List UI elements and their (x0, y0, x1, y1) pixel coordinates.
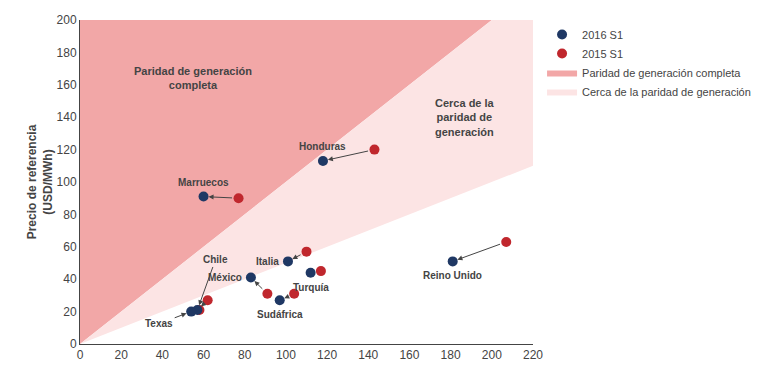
svg-text:0: 0 (77, 348, 84, 362)
svg-text:100: 100 (276, 348, 296, 362)
svg-text:220: 220 (523, 348, 543, 362)
svg-text:Sudáfrica: Sudáfrica (257, 309, 303, 320)
svg-text:140: 140 (57, 110, 77, 124)
svg-text:20: 20 (63, 305, 77, 319)
svg-text:Texas: Texas (145, 318, 173, 329)
svg-text:160: 160 (399, 348, 419, 362)
svg-text:0: 0 (70, 337, 77, 351)
svg-text:Paridad de generacióncompleta: Paridad de generacióncompleta (134, 65, 252, 91)
svg-text:100: 100 (57, 175, 77, 189)
svg-text:Paridad de generación completa: Paridad de generación completa (582, 67, 741, 79)
svg-text:20: 20 (115, 348, 129, 362)
svg-text:40: 40 (63, 272, 77, 286)
svg-text:160: 160 (57, 78, 77, 92)
svg-text:120: 120 (57, 143, 77, 157)
svg-text:2015 S1: 2015 S1 (582, 48, 623, 60)
svg-text:180: 180 (57, 46, 77, 60)
svg-text:120: 120 (317, 348, 337, 362)
svg-text:2016 S1: 2016 S1 (582, 29, 623, 41)
svg-text:Chile: Chile (203, 254, 228, 265)
svg-text:Reino Unido: Reino Unido (423, 270, 482, 281)
svg-text:60: 60 (197, 348, 211, 362)
svg-text:Cerca de laparidad degeneració: Cerca de laparidad degeneración (435, 97, 495, 138)
svg-text:Italia: Italia (256, 256, 279, 267)
svg-text:Turquía: Turquía (293, 282, 329, 293)
svg-text:Marruecos: Marruecos (178, 177, 229, 188)
svg-text:Cerca de la paridad de generac: Cerca de la paridad de generación (582, 86, 751, 98)
svg-text:60: 60 (63, 240, 77, 254)
svg-text:200: 200 (57, 13, 77, 27)
svg-text:200: 200 (482, 348, 502, 362)
svg-text:80: 80 (63, 208, 77, 222)
svg-text:Precio de referencia(USD/MWh): Precio de referencia(USD/MWh) (25, 124, 55, 239)
svg-text:México: México (208, 272, 242, 283)
svg-text:180: 180 (441, 348, 461, 362)
svg-text:40: 40 (156, 348, 170, 362)
svg-text:Honduras: Honduras (299, 141, 346, 152)
svg-text:140: 140 (358, 348, 378, 362)
svg-text:80: 80 (238, 348, 252, 362)
